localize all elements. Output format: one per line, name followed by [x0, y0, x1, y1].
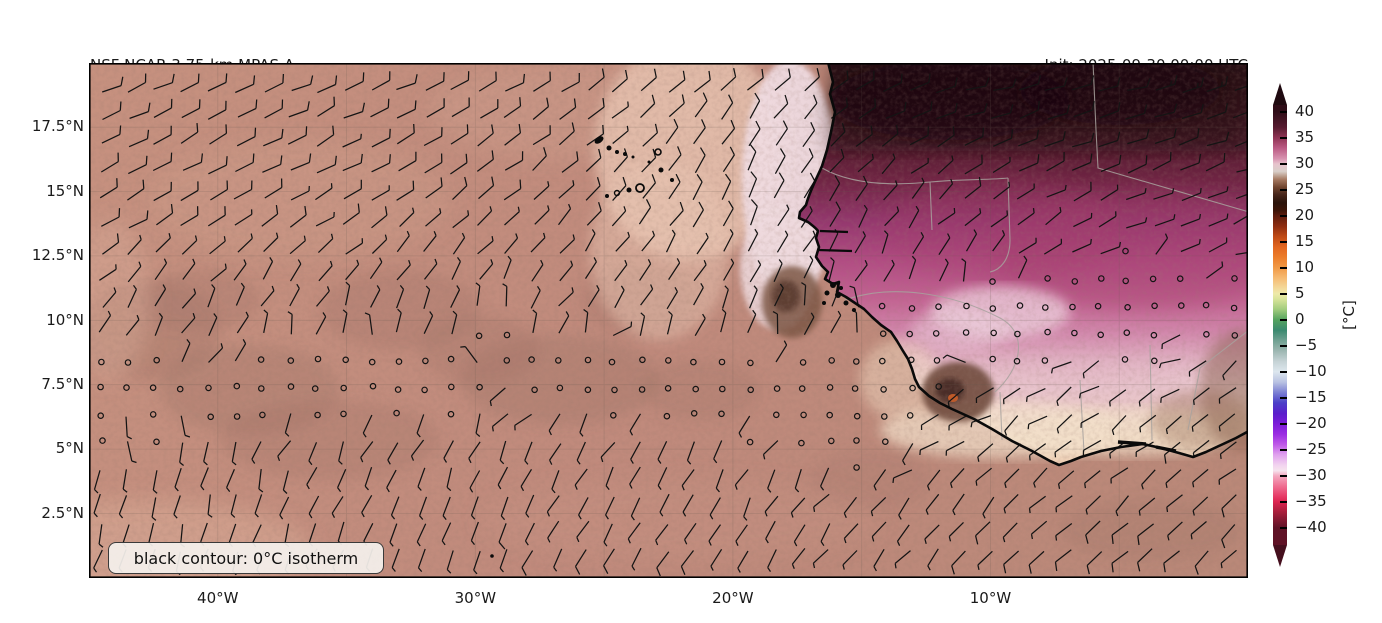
y-tick-label: 7.5°N: [41, 374, 84, 393]
cape-verde-islands: [594, 136, 674, 198]
colorbar-tick-mark: [1280, 527, 1287, 529]
colorbar-extend-min-arrow: [1273, 545, 1287, 567]
colorbar-tick-label: 15: [1295, 232, 1315, 250]
colorbar-tick-mark: [1280, 345, 1287, 347]
colorbar-tick-mark: [1280, 189, 1287, 191]
map-frame: [89, 62, 1249, 579]
coastal-lagoons: [1117, 440, 1177, 453]
colorbar-tick-label: −20: [1295, 414, 1327, 432]
y-tick-label: 15°N: [46, 181, 84, 200]
colorbar-tick-mark: [1280, 241, 1287, 243]
y-tick-label: 5°N: [55, 439, 84, 458]
river-inlets: [817, 229, 853, 253]
x-tick-label: 20°W: [712, 589, 754, 607]
colorbar-tick-label: 20: [1295, 206, 1315, 224]
colorbar-tick-label: 0: [1295, 310, 1305, 328]
colorbar-tick-mark: [1280, 293, 1287, 295]
annotation-box: black contour: 0°C isotherm: [108, 542, 384, 574]
y-tick-label: 2.5°N: [41, 503, 84, 522]
x-tick-label: 30°W: [454, 589, 497, 607]
x-tick-label: 10°W: [969, 589, 1012, 607]
graticule: [89, 63, 1248, 578]
colorbar-tick-mark: [1280, 423, 1287, 425]
colorbar-tick-label: −15: [1295, 388, 1327, 406]
noise-texture: [89, 63, 1248, 578]
colorbar-tick-mark: [1280, 319, 1287, 321]
colorbar-gradient: [1273, 105, 1287, 545]
colorbar-tick-mark: [1280, 501, 1287, 503]
colorbar-tick-mark: [1280, 111, 1287, 113]
colorbar-tick-label: 5: [1295, 284, 1305, 302]
country-borders: [821, 63, 1248, 453]
colorbar-tick-label: −35: [1295, 492, 1327, 510]
colorbar-tick-label: −5: [1295, 336, 1318, 354]
colorbar-tick-label: −40: [1295, 518, 1327, 536]
colorbar-tick-mark: [1280, 137, 1287, 139]
colorbar-tick-mark: [1280, 475, 1287, 477]
bijagos-islands: [822, 282, 856, 312]
colorbar-tick-label: 35: [1295, 128, 1315, 146]
colorbar-tick-mark: [1280, 449, 1287, 451]
colorbar-tick-label: 40: [1295, 102, 1315, 120]
st-peter-paul-rocks: [490, 554, 494, 558]
colorbar-tick-mark: [1280, 267, 1287, 269]
annotation-text: black contour: 0°C isotherm: [133, 548, 359, 568]
map-art: [89, 63, 1248, 578]
colorbar-tick-label: −30: [1295, 466, 1327, 484]
colorbar-tick-label: −10: [1295, 362, 1327, 380]
colorbar-tick-mark: [1280, 163, 1287, 165]
y-tick-label: 10°N: [46, 310, 84, 329]
colorbar-extend-max-arrow: [1273, 83, 1287, 105]
colorbar: [1273, 83, 1287, 567]
colorbar-tick-mark: [1280, 215, 1287, 217]
colorbar-tick-label: 30: [1295, 154, 1315, 172]
colorbar-tick-mark: [1280, 371, 1287, 373]
y-tick-label: 17.5°N: [31, 117, 84, 136]
y-tick-label: 12.5°N: [31, 246, 84, 265]
wind-barbs: [93, 67, 1248, 577]
colorbar-tick-label: −25: [1295, 440, 1327, 458]
colorbar-tick-label: 25: [1295, 180, 1315, 198]
colorbar-tick-mark: [1280, 397, 1287, 399]
x-tick-label: 40°W: [197, 589, 239, 607]
colorbar-tick-label: 10: [1295, 258, 1315, 276]
colorbar-unit-label: [°C]: [1340, 300, 1358, 330]
